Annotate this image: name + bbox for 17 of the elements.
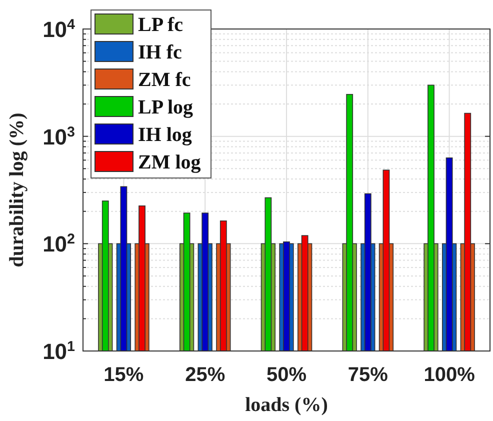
- y-axis-title: durability log (%): [6, 112, 28, 268]
- legend-label: IH fc: [138, 42, 182, 64]
- y-tick-label: 10$^{1}$: [42, 339, 76, 364]
- legend-label: ZM log: [138, 152, 201, 174]
- x-tick-label: 15%: [104, 364, 144, 386]
- x-tick-label: 100%: [424, 364, 476, 386]
- x-tick-label: 25%: [185, 364, 226, 386]
- y-tick-label: 10$^{4}$: [42, 17, 76, 42]
- x-tick-label: 50%: [266, 364, 307, 386]
- x-tick-label: 75%: [348, 364, 388, 386]
- y-tick-label: 10$^{2}$: [42, 232, 76, 257]
- legend-label: ZM fc: [138, 69, 191, 91]
- legend-label: IH log: [138, 124, 192, 146]
- legend-label: LP fc: [138, 14, 184, 36]
- y-tick-label: 10$^{3}$: [42, 124, 76, 150]
- x-axis-title: loads (%): [245, 394, 328, 416]
- legend-label: LP log: [138, 96, 194, 118]
